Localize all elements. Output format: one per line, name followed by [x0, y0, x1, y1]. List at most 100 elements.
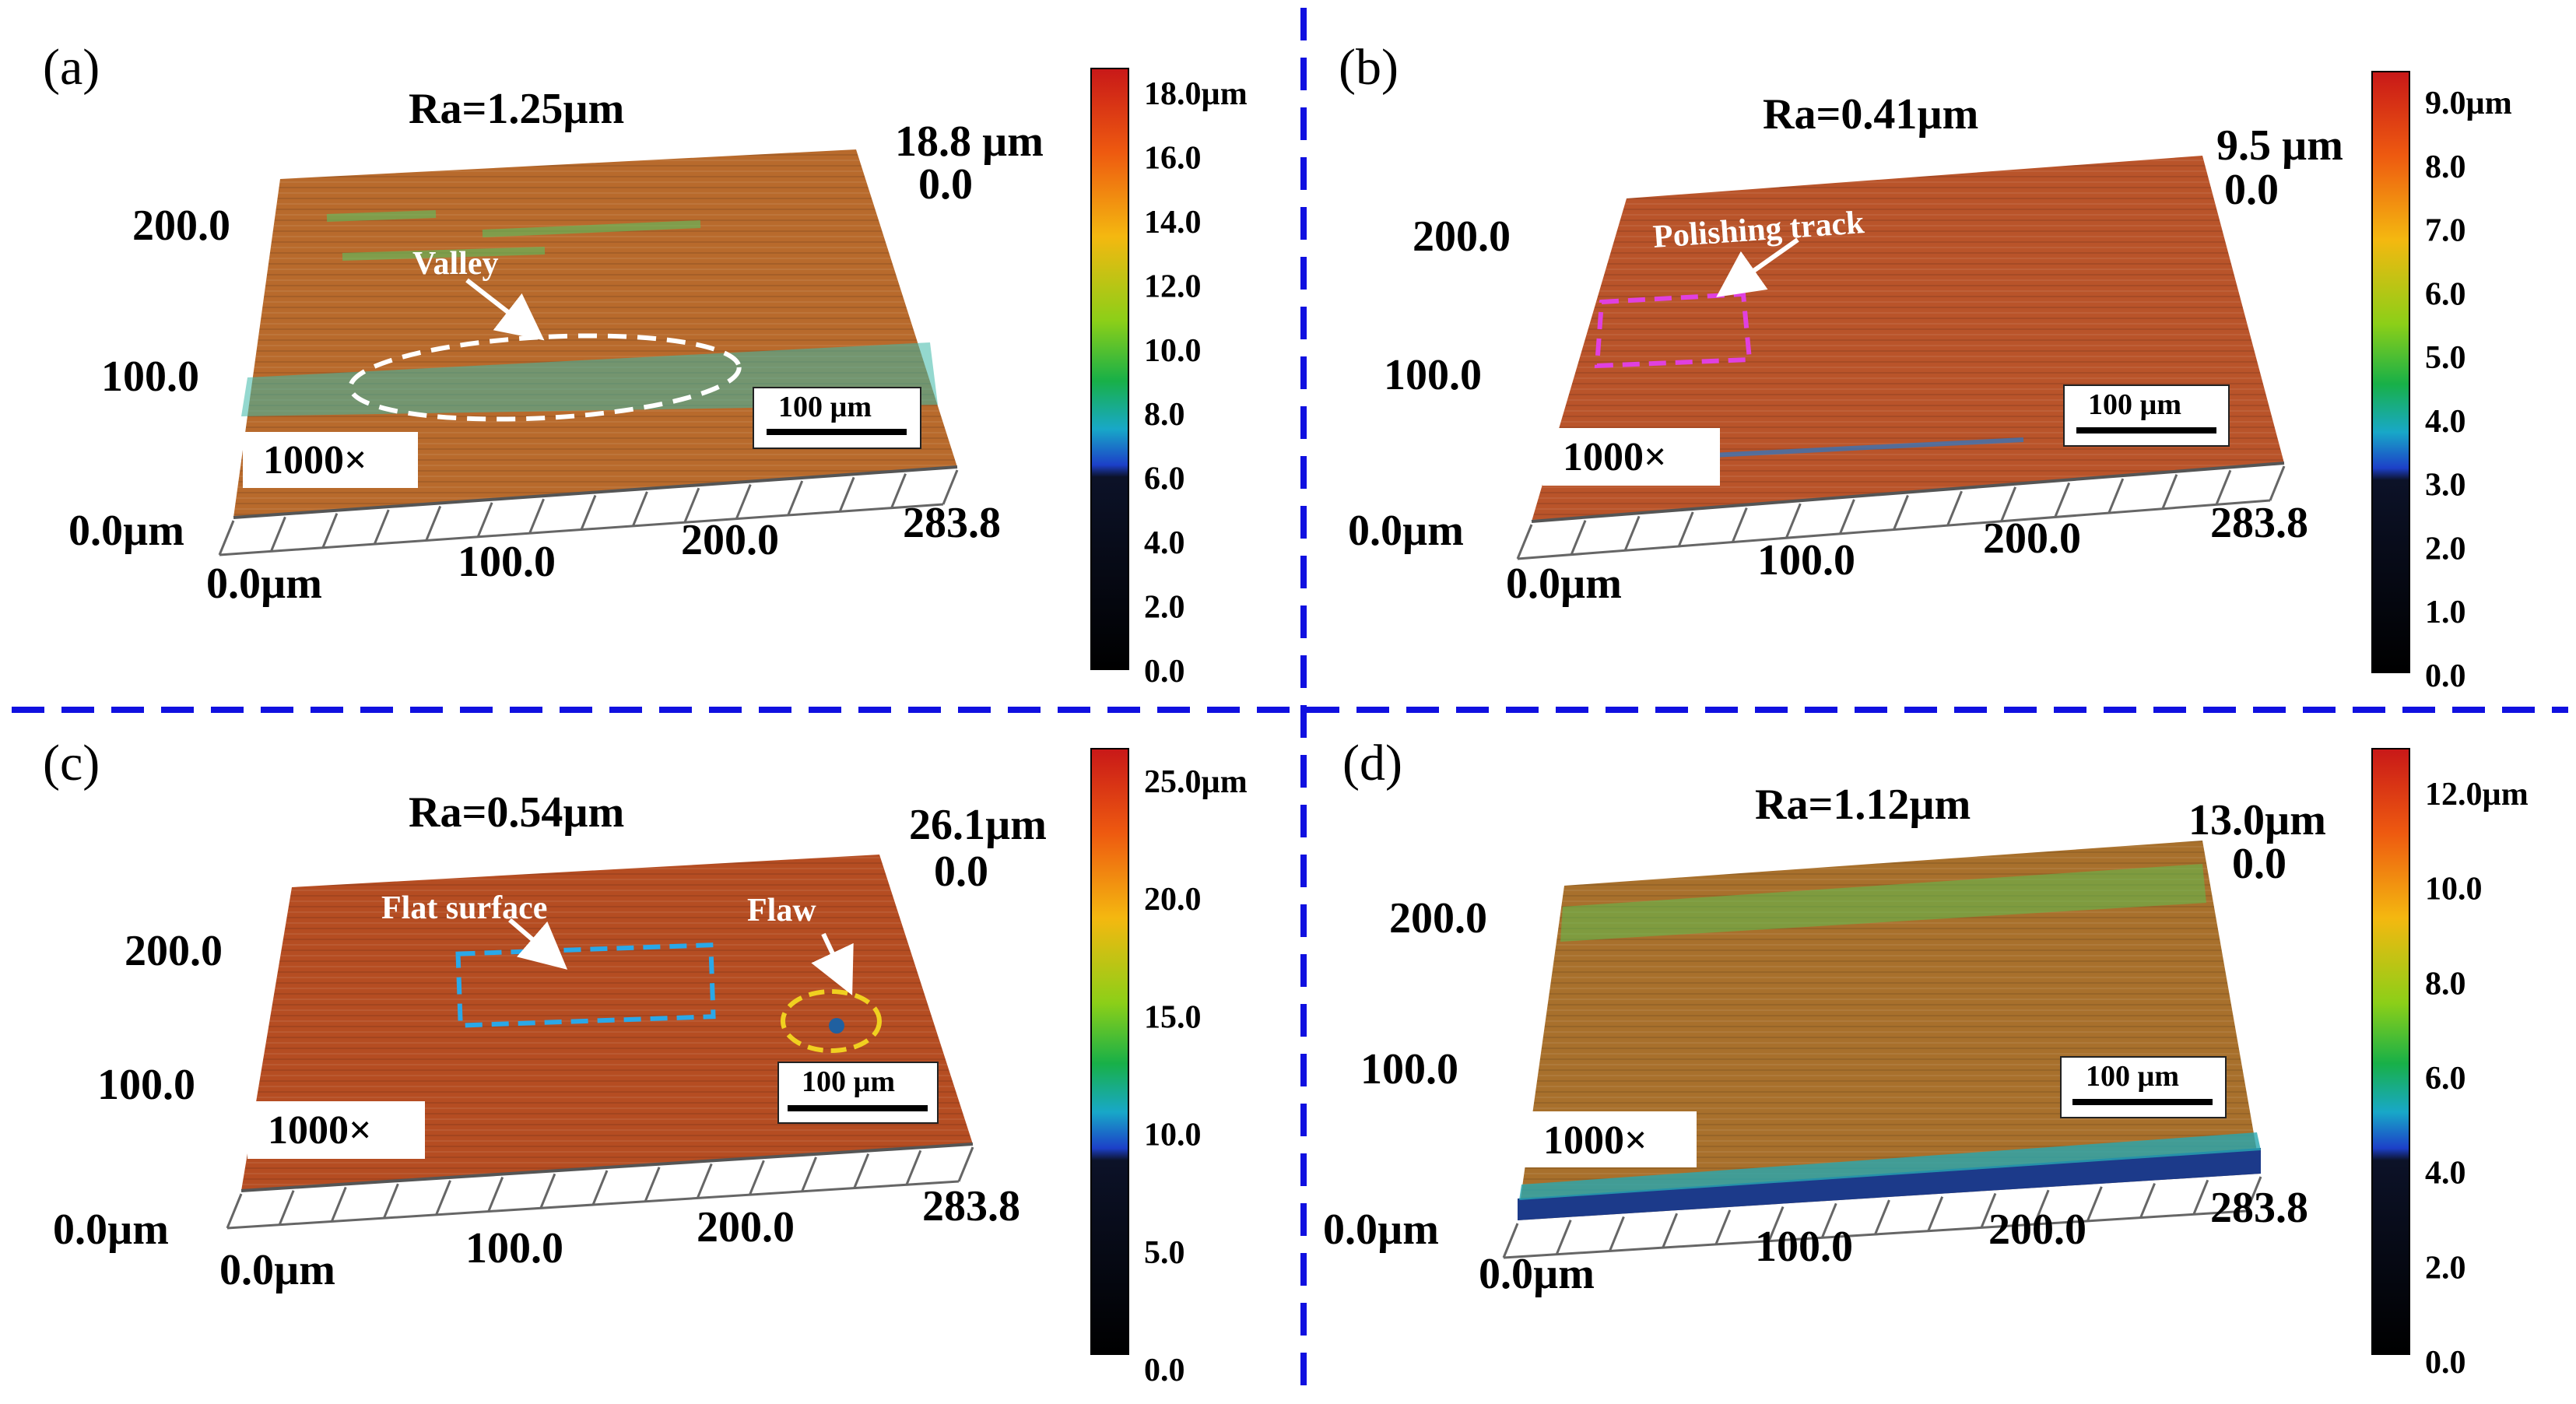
colorbar-tick-label: 25.0µm	[1144, 764, 1248, 800]
colorbar-tick-label: 4.0	[2425, 404, 2466, 440]
y-tick: 200.0	[1389, 894, 1487, 942]
colorbar-tick-label: 15.0	[1144, 999, 1202, 1035]
magnification-box	[1542, 428, 1720, 486]
grid-floor-line	[383, 1183, 399, 1219]
z-zero: 0.0	[2232, 840, 2286, 888]
grid-floor-line	[1609, 1216, 1625, 1251]
grid-floor-line	[278, 1190, 295, 1226]
surface-edge	[1531, 462, 2285, 523]
grid-floor-line	[1980, 1192, 1997, 1228]
grid-floor	[1516, 465, 2286, 560]
colorbar-ticks: 18.0µm 16.0 14.0 12.0 10.0 8.0 6.0 4.0 2.0 0.0	[1144, 76, 1248, 690]
valley-marker	[348, 333, 742, 422]
grid-floor-line	[1503, 1209, 2248, 1259]
z-zero: 0.0	[934, 848, 988, 896]
scale-bar-label: 100 µm	[2088, 388, 2181, 421]
colorbar-tick-label: 7.0	[2425, 213, 2466, 249]
surface-edge	[233, 465, 958, 519]
y-tick: 0.0µm	[68, 507, 184, 555]
panel-letter: (c)	[43, 735, 100, 792]
scale-bar-box	[2060, 1056, 2227, 1118]
grid-floor-line	[644, 1167, 661, 1202]
panel-letter: (a)	[43, 39, 100, 96]
magnification-box	[1524, 1111, 1697, 1167]
colorbar-tick-label: 2.0	[2425, 1250, 2466, 1286]
x-tick: 0.0µm	[219, 1246, 335, 1294]
colorbar	[2371, 71, 2410, 673]
grid-floor-line	[476, 502, 493, 538]
flaw-marker	[781, 989, 882, 1053]
flat-surface-label: Flat surface	[381, 890, 547, 926]
grid-floor-line	[1946, 490, 1963, 526]
z-top: 9.5 µm	[2216, 121, 2343, 170]
grid-floor-line	[528, 498, 545, 534]
x-tick: 0.0µm	[206, 560, 322, 608]
flaw-arrow	[811, 932, 854, 995]
colorbar-tick-label: 10.0	[1144, 1118, 1202, 1153]
grid-floor-line	[2269, 465, 2286, 501]
grid-floor-line	[1820, 1202, 1837, 1238]
grid-floor-line	[580, 494, 597, 531]
grid-floor-line	[801, 1157, 817, 1192]
x-tick: 283.8	[2210, 499, 2308, 547]
grid-floor-line	[1555, 1220, 1572, 1255]
grid-floor-line	[2139, 1183, 2156, 1219]
grid-floor-line	[219, 503, 944, 556]
colorbar	[1090, 68, 1129, 670]
colorbar-tick-label: 0.0	[1144, 1353, 1185, 1388]
grid-floor-line	[890, 473, 907, 509]
magnification-label: 1000×	[263, 438, 367, 483]
y-tick: 100.0	[101, 353, 199, 401]
y-tick: 100.0	[1384, 351, 1482, 399]
x-tick: 100.0	[1757, 536, 1855, 584]
grid-floor-line	[787, 480, 804, 516]
colorbar-tick-label: 4.0	[2425, 1156, 2466, 1192]
grid-floor-line	[1570, 520, 1587, 556]
grid-floor-line	[1927, 1196, 1944, 1232]
grid-floor	[218, 469, 959, 556]
colorbar-tick-label: 6.0	[2425, 276, 2466, 312]
colorbar-tick-label: 12.0	[1144, 269, 1202, 304]
x-tick: 200.0	[1988, 1206, 2086, 1254]
flat-surface-marker	[455, 942, 716, 1028]
grid-floor-line	[373, 509, 390, 545]
scale-bar-box	[777, 1062, 939, 1124]
grid-floor-line	[957, 1146, 974, 1182]
x-tick: 0.0µm	[1479, 1250, 1595, 1298]
polishing-track-arrow	[1716, 237, 1799, 297]
grid-floor-line	[226, 1193, 243, 1229]
panel-letter: (b)	[1339, 39, 1399, 96]
colorbar	[1090, 748, 1129, 1355]
magnification-box	[247, 1101, 425, 1159]
panel-d: (d) Ra=1.12µm 1000× 100 µm 200.0 100.0 0…	[1323, 735, 2529, 1381]
grid-floor-line	[1516, 524, 1533, 560]
grid-floor-line	[1839, 499, 1855, 535]
y-tick: 100.0	[1360, 1045, 1458, 1093]
grid-floor-line	[2054, 482, 2071, 518]
grid-floor-line	[1662, 1213, 1679, 1248]
colorbar-tick-label: 4.0	[1144, 525, 1185, 561]
ra-title: Ra=1.25µm	[409, 85, 624, 133]
grid-floor-line	[2192, 1179, 2209, 1215]
grid-floor-line	[1767, 1206, 1785, 1242]
grid-floor-line	[683, 487, 700, 523]
colorbar-tick-label: 16.0	[1144, 140, 1202, 176]
green-streak	[326, 210, 701, 261]
z-top: 18.8 µm	[895, 118, 1044, 166]
scale-bar-label: 100 µm	[802, 1065, 895, 1098]
colorbar-tick-label: 6.0	[1144, 462, 1185, 497]
valley-arrow	[465, 278, 545, 341]
colorbar-tick-label: 2.0	[2425, 531, 2466, 567]
grid-floor-line	[2245, 1176, 2262, 1212]
panel-b: (b) Ra=0.41µm Polishing track 1000× 100 …	[1339, 39, 2512, 694]
grid-floor-line	[425, 505, 442, 541]
x-tick: 100.0	[465, 1224, 563, 1272]
x-tick: 200.0	[681, 516, 779, 564]
z-top: 26.1µm	[909, 801, 1047, 849]
x-tick: 100.0	[1755, 1223, 1853, 1271]
magnification-label: 1000×	[268, 1108, 372, 1153]
ra-title: Ra=1.12µm	[1755, 781, 1971, 829]
colorbar-ticks: 9.0µm 8.0 7.0 6.0 5.0 4.0 3.0 2.0 1.0 0.0	[2425, 86, 2512, 694]
grid-floor-line	[632, 491, 648, 527]
